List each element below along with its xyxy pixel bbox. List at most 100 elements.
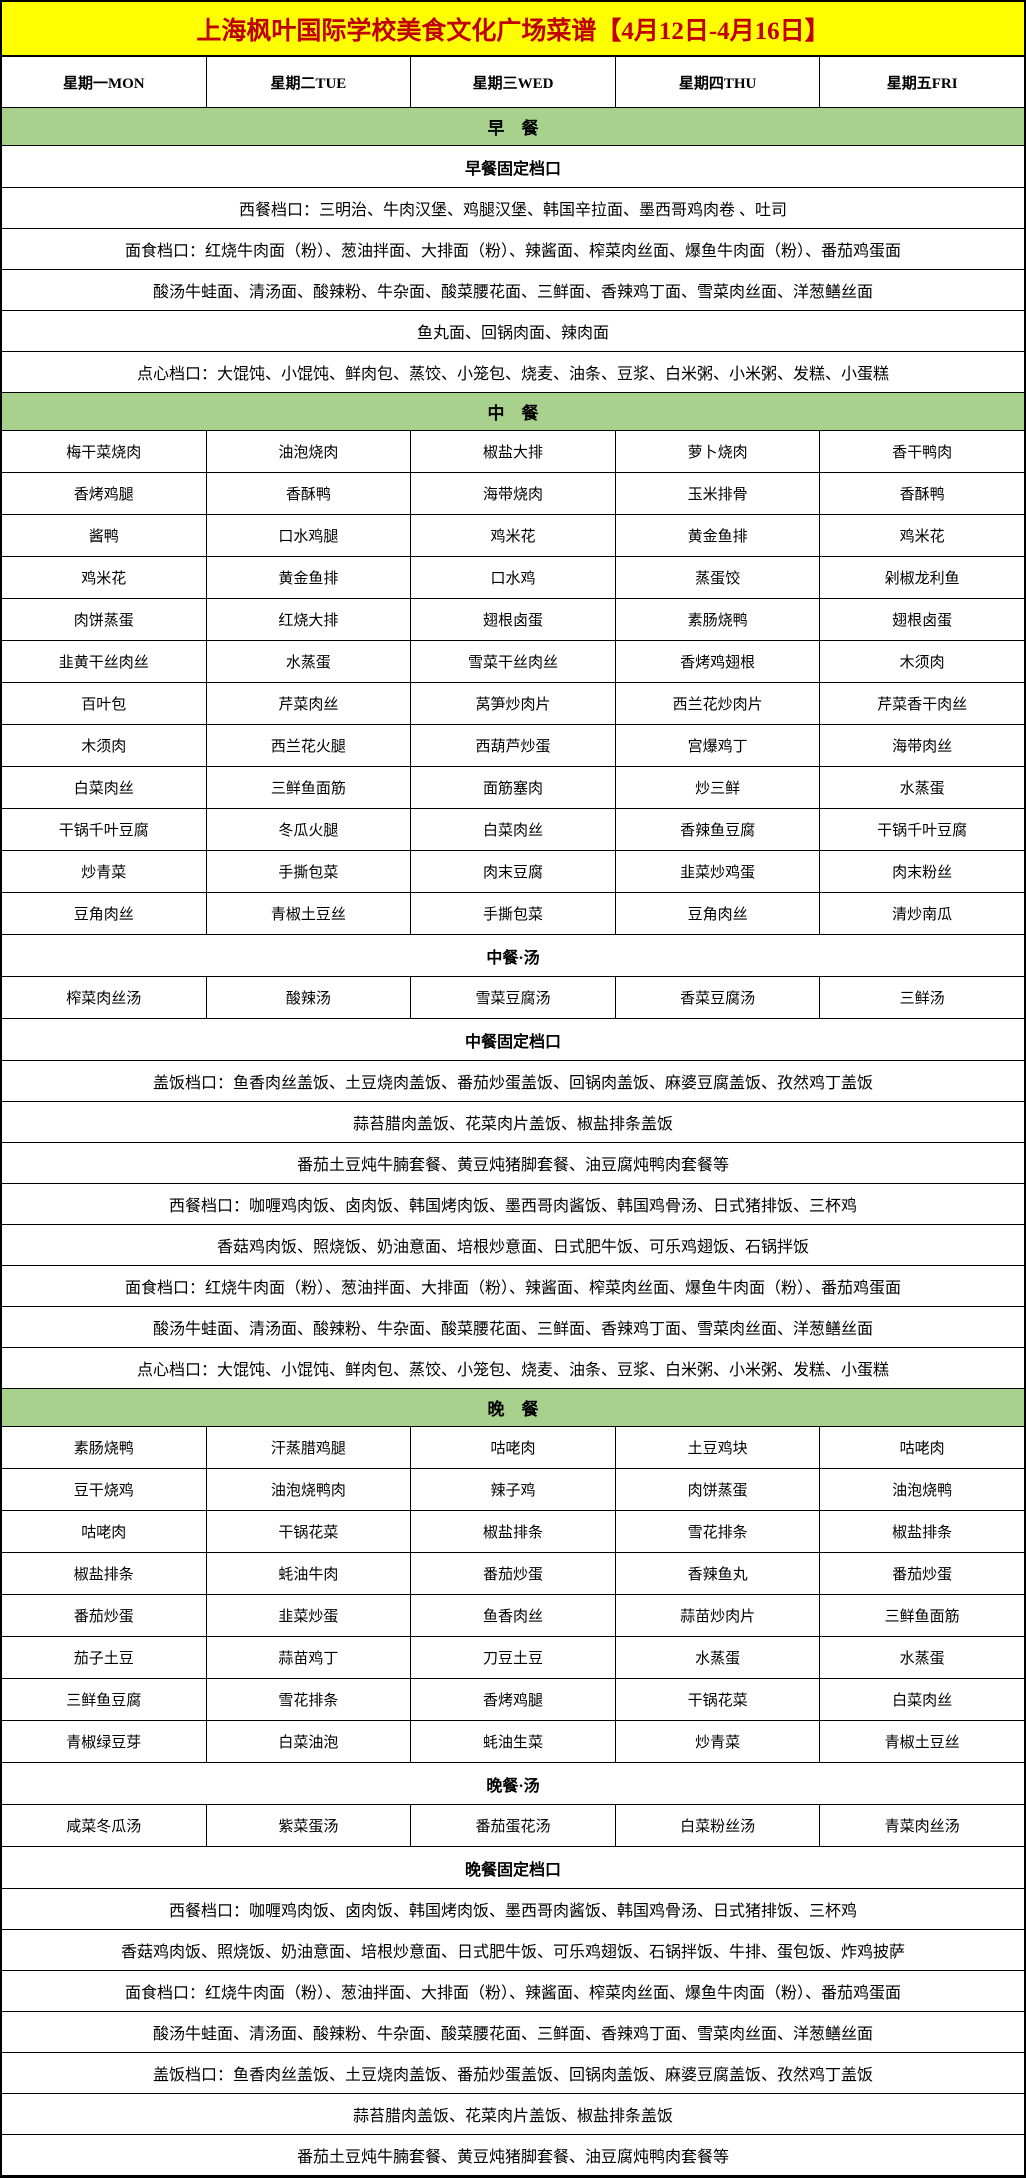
lunch-stall-row: 番茄土豆炖牛腩套餐、黄豆炖猪脚套餐、油豆腐炖鸭肉套餐等 bbox=[2, 1143, 1024, 1184]
menu-dish-cell: 肉末粉丝 bbox=[892, 865, 953, 881]
menu-dish-cell: 咕咾肉 bbox=[899, 1441, 945, 1457]
lunch-stall-row: 盖饭档口：鱼香肉丝盖饭、土豆烧肉盖饭、番茄炒蛋盖饭、回锅肉盖饭、麻婆豆腐盖饭、孜… bbox=[2, 1061, 1024, 1102]
menu-grid-row: 酱鸭 口水鸡腿 鸡米花 黄金鱼排 鸡米花 bbox=[2, 515, 1024, 557]
menu-dish-cell: 木须肉 bbox=[2, 725, 207, 766]
menu-dish-cell: 雪菜干丝肉丝 bbox=[411, 641, 616, 682]
dinner-soup-row: 咸菜冬瓜汤 紫菜蛋汤 番茄蛋花汤 白菜粉丝汤 青菜肉丝汤 bbox=[2, 1805, 1024, 1847]
menu-dish-cell: 炒三鲜 bbox=[616, 767, 821, 808]
menu-grid-row: 梅干菜烧肉 油泡烧肉 椒盐大排 萝卜烧肉 香干鸭肉 bbox=[2, 431, 1024, 473]
menu-dish-cell: 水蒸蛋 bbox=[207, 641, 412, 682]
menu-dish-cell: 口水鸡腿 bbox=[207, 515, 412, 556]
menu-dish-cell: 椒盐排条 bbox=[892, 1525, 953, 1541]
menu-dish-cell: 韭菜炒蛋 bbox=[207, 1595, 412, 1636]
menu-dish-cell: 蒜苗炒肉片 bbox=[616, 1595, 821, 1636]
menu-dish-cell: 咕咾肉 bbox=[2, 1511, 207, 1552]
menu-dish-cell: 香酥鸭 bbox=[899, 487, 945, 503]
menu-title: 上海枫叶国际学校美食文化广场菜谱【4月12日-4月16日】 bbox=[2, 2, 1024, 57]
menu-dish-cell: 冬瓜火腿 bbox=[207, 809, 412, 850]
dinner-stall-row: 番茄土豆炖牛腩套餐、黄豆炖猪脚套餐、油豆腐炖鸭肉套餐等 bbox=[2, 2135, 1024, 2176]
menu-grid-row: 白菜肉丝 三鲜鱼面筋 面筋塞肉 炒三鲜 水蒸蛋 bbox=[2, 767, 1024, 809]
menu-grid-row: 百叶包 芹菜肉丝 莴笋炒肉片 西兰花炒肉片 芹菜香干肉丝 bbox=[2, 683, 1024, 725]
lunch-fixed-stall-header: 中餐固定档口 bbox=[2, 1019, 1024, 1061]
menu-dish-cell: 香辣鱼豆腐 bbox=[616, 809, 821, 850]
menu-dish-cell: 黄金鱼排 bbox=[207, 557, 412, 598]
menu-grid-row: 豆干烧鸡 油泡烧鸭肉 辣子鸡 肉饼蒸蛋 油泡烧鸭 bbox=[2, 1469, 1024, 1511]
breakfast-stall-row: 酸汤牛蛙面、清汤面、酸辣粉、牛杂面、酸菜腰花面、三鲜面、香辣鸡丁面、雪菜肉丝面、… bbox=[2, 270, 1024, 311]
dinner-dish-grid: 素肠烧鸭 汗蒸腊鸡腿 咕咾肉 土豆鸡块 咕咾肉 豆干烧鸡 油泡烧鸭肉 辣子鸡 肉饼蒸蛋 油泡烧鸭咕… bbox=[2, 1427, 1024, 1763]
menu-dish-cell: 西葫芦炒蛋 bbox=[411, 725, 616, 766]
lunch-stall-row: 西餐档口：咖喱鸡肉饭、卤肉饭、韩国烤肉饭、墨西哥肉酱饭、韩国鸡骨汤、日式猪排饭、… bbox=[2, 1184, 1024, 1225]
dinner-soup-header: 晚餐·汤 bbox=[2, 1763, 1024, 1805]
lunch-soup-cell: 三鲜汤 bbox=[899, 991, 945, 1007]
menu-dish-cell: 香烤鸡腿 bbox=[2, 473, 207, 514]
weekday-header: 星期二TUE bbox=[207, 57, 412, 107]
weekday-header: 星期四THU bbox=[616, 57, 821, 107]
menu-dish-cell: 手撕包菜 bbox=[207, 851, 412, 892]
menu-dish-cell: 汗蒸腊鸡腿 bbox=[207, 1427, 412, 1468]
lunch-stall-row: 点心档口：大馄饨、小馄饨、鲜肉包、蒸饺、小笼包、烧麦、油条、豆浆、白米粥、小米粥… bbox=[2, 1348, 1024, 1389]
menu-dish-cell: 油泡烧肉 bbox=[207, 431, 412, 472]
section-header-lunch: 中 餐 bbox=[2, 393, 1024, 431]
menu-dish-cell: 油泡烧鸭 bbox=[892, 1483, 953, 1499]
menu-dish-cell: 白菜肉丝 bbox=[411, 809, 616, 850]
menu-dish-cell: 香烤鸡腿 bbox=[411, 1679, 616, 1720]
menu-dish-cell: 海带烧肉 bbox=[411, 473, 616, 514]
dinner-stall-row: 酸汤牛蛙面、清汤面、酸辣粉、牛杂面、酸菜腰花面、三鲜面、香辣鸡丁面、雪菜肉丝面、… bbox=[2, 2012, 1024, 2053]
dinner-soup-cell: 番茄蛋花汤 bbox=[411, 1805, 616, 1846]
menu-dish-cell: 干锅花菜 bbox=[207, 1511, 412, 1552]
weekday-header: 星期五FRI bbox=[886, 75, 958, 92]
menu-dish-cell: 香酥鸭 bbox=[207, 473, 412, 514]
menu-grid-row: 香烤鸡腿 香酥鸭 海带烧肉 玉米排骨 香酥鸭 bbox=[2, 473, 1024, 515]
menu-dish-cell: 椒盐大排 bbox=[411, 431, 616, 472]
menu-dish-cell: 香烤鸡翅根 bbox=[616, 641, 821, 682]
menu-grid-row: 豆角肉丝 青椒土豆丝 手撕包菜 豆角肉丝 清炒南瓜 bbox=[2, 893, 1024, 935]
menu-dish-cell: 茄子土豆 bbox=[2, 1637, 207, 1678]
menu-dish-cell: 芹菜香干肉丝 bbox=[877, 697, 968, 713]
menu-dish-cell: 香干鸭肉 bbox=[892, 445, 953, 461]
weekday-header: 星期一MON bbox=[2, 57, 207, 107]
breakfast-stall-row: 点心档口：大馄饨、小馄饨、鲜肉包、蒸饺、小笼包、烧麦、油条、豆浆、白米粥、小米粥… bbox=[2, 352, 1024, 393]
menu-dish-cell: 木须肉 bbox=[899, 655, 945, 671]
menu-dish-cell: 香辣鱼丸 bbox=[616, 1553, 821, 1594]
menu-dish-cell: 油泡烧鸭肉 bbox=[207, 1469, 412, 1510]
menu-grid-row: 炒青菜 手撕包菜 肉末豆腐 韭菜炒鸡蛋 肉末粉丝 bbox=[2, 851, 1024, 893]
breakfast-fixed-stall-header: 早餐固定档口 bbox=[2, 146, 1024, 188]
lunch-stall-row: 香菇鸡肉饭、照烧饭、奶油意面、培根炒意面、日式肥牛饭、可乐鸡翅饭、石锅拌饭 bbox=[2, 1225, 1024, 1266]
menu-dish-cell: 土豆鸡块 bbox=[616, 1427, 821, 1468]
dinner-soup-cell: 咸菜冬瓜汤 bbox=[2, 1805, 207, 1846]
breakfast-stall-row: 西餐档口：三明治、牛肉汉堡、鸡腿汉堡、韩国辛拉面、墨西哥鸡肉卷 、吐司 bbox=[2, 188, 1024, 229]
menu-dish-cell: 剁椒龙利鱼 bbox=[884, 571, 960, 587]
menu-dish-cell: 鸡米花 bbox=[899, 529, 945, 545]
section-header-breakfast: 早 餐 bbox=[2, 108, 1024, 146]
menu-dish-cell: 蒜苗鸡丁 bbox=[207, 1637, 412, 1678]
menu-dish-cell: 蚝油牛肉 bbox=[207, 1553, 412, 1594]
menu-dish-cell: 干锅千叶豆腐 bbox=[877, 823, 968, 839]
menu-grid-row: 椒盐排条 蚝油牛肉 番茄炒蛋 香辣鱼丸 番茄炒蛋 bbox=[2, 1553, 1024, 1595]
menu-dish-cell: 海带肉丝 bbox=[892, 739, 953, 755]
lunch-dish-grid: 梅干菜烧肉 油泡烧肉 椒盐大排 萝卜烧肉 香干鸭肉 香烤鸡腿 香酥鸭 海带烧肉 玉米排骨 香酥鸭酱… bbox=[2, 431, 1024, 935]
menu-dish-cell: 炒青菜 bbox=[616, 1721, 821, 1762]
menu-dish-cell: 椒盐排条 bbox=[2, 1553, 207, 1594]
lunch-soup-header: 中餐·汤 bbox=[2, 935, 1024, 977]
menu-dish-cell: 刀豆土豆 bbox=[411, 1637, 616, 1678]
menu-dish-cell: 豆角肉丝 bbox=[2, 893, 207, 934]
weekday-header-row: 星期一MON 星期二TUE 星期三WED 星期四THU 星期五FRI bbox=[2, 57, 1024, 108]
lunch-stall-row: 酸汤牛蛙面、清汤面、酸辣粉、牛杂面、酸菜腰花面、三鲜面、香辣鸡丁面、雪菜肉丝面、… bbox=[2, 1307, 1024, 1348]
menu-dish-cell: 素肠烧鸭 bbox=[2, 1427, 207, 1468]
menu-dish-cell: 炒青菜 bbox=[2, 851, 207, 892]
menu-grid-row: 青椒绿豆芽 白菜油泡 蚝油生菜 炒青菜 青椒土豆丝 bbox=[2, 1721, 1024, 1763]
dinner-fixed-stall-rows: 西餐档口：咖喱鸡肉饭、卤肉饭、韩国烤肉饭、墨西哥肉酱饭、韩国鸡骨汤、日式猪排饭、… bbox=[2, 1889, 1024, 2176]
menu-dish-cell: 青椒土豆丝 bbox=[884, 1735, 960, 1751]
menu-grid-row: 素肠烧鸭 汗蒸腊鸡腿 咕咾肉 土豆鸡块 咕咾肉 bbox=[2, 1427, 1024, 1469]
menu-dish-cell: 红烧大排 bbox=[207, 599, 412, 640]
menu-dish-cell: 韭菜炒鸡蛋 bbox=[616, 851, 821, 892]
menu-dish-cell: 鸡米花 bbox=[411, 515, 616, 556]
lunch-soup-cell: 香菜豆腐汤 bbox=[616, 977, 821, 1018]
menu-dish-cell: 翅根卤蛋 bbox=[892, 613, 953, 629]
menu-dish-cell: 青椒绿豆芽 bbox=[2, 1721, 207, 1762]
menu-grid-row: 茄子土豆 蒜苗鸡丁 刀豆土豆 水蒸蛋 水蒸蛋 bbox=[2, 1637, 1024, 1679]
dinner-fixed-stall-header: 晚餐固定档口 bbox=[2, 1847, 1024, 1889]
lunch-soup-cell: 酸辣汤 bbox=[207, 977, 412, 1018]
menu-dish-cell: 鱼香肉丝 bbox=[411, 1595, 616, 1636]
menu-dish-cell: 肉饼蒸蛋 bbox=[616, 1469, 821, 1510]
